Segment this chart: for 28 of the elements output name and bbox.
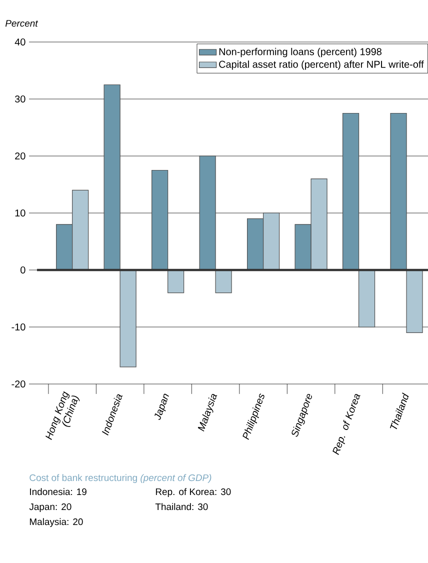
y-tick-label: 40 [14,38,26,46]
legend-label: Capital asset ratio (percent) after NPL write-off [219,60,424,70]
text: Rep. of Korea: 30 [156,488,231,497]
y-tick-label: -20 [12,380,26,388]
y-axis-title: Percent [5,20,38,27]
x-tick-label: Rep. of Korea [332,394,360,455]
bar [390,112,407,270]
text: Malaysia: 20 [30,518,83,527]
bar [152,170,168,270]
bar [358,270,376,328]
y-tick-label: 20 [15,152,26,160]
bar [104,84,120,270]
y-tick-label: 30 [14,95,26,103]
text: Indonesia: 19 [30,488,86,496]
legend-label: Non-performing loans (percent) 1998 [219,48,382,58]
text: Japan: 20 [29,503,72,512]
bar [342,112,360,270]
bar [199,156,216,270]
text: Cost of bank restructuring (percent of GDP) [30,474,212,483]
bar [406,270,423,333]
bar [168,270,184,294]
y-tick-label: 10 [15,209,26,217]
x-tick-label: Japan [154,394,169,420]
text: Thailand: 30 [155,503,208,510]
y-tick-label: 0 [20,266,26,274]
bar [215,270,232,294]
y-tick-label: -10 [12,323,26,331]
bar [120,270,136,368]
